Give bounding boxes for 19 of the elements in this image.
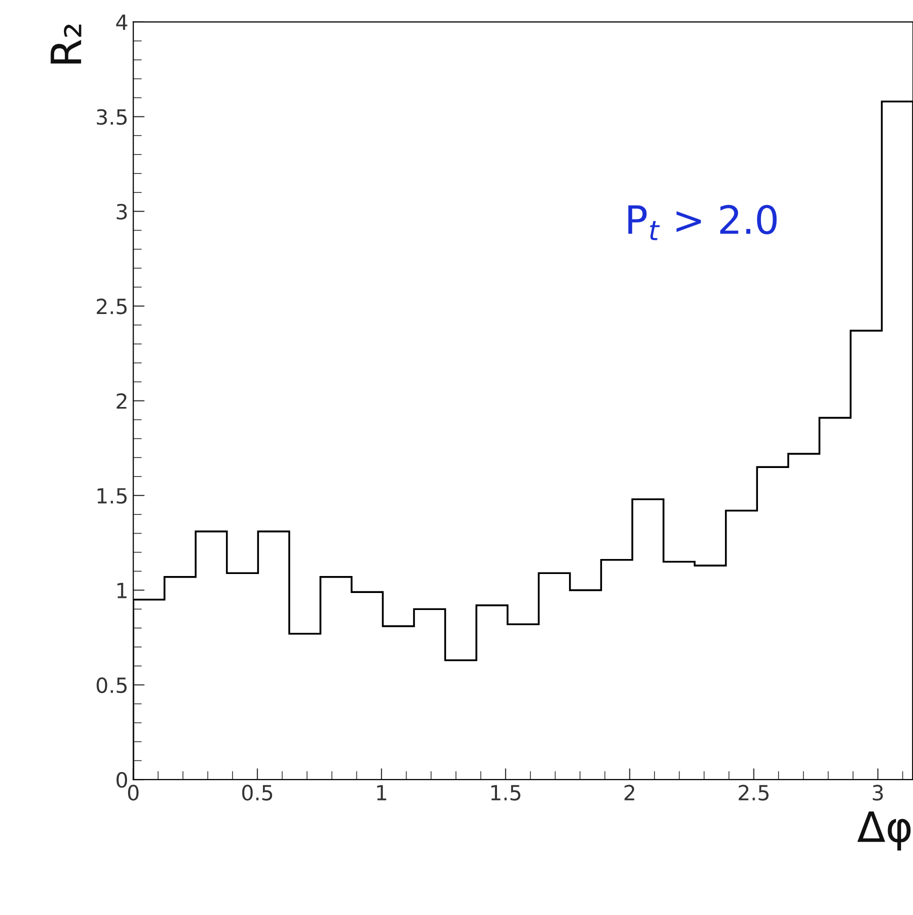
y-tick-label: 3.5 xyxy=(96,109,127,125)
x-tick-label: 2.5 xyxy=(738,784,769,801)
annotation: P$_{t}$ > 2.0 xyxy=(628,204,777,240)
y-tick-label: 0.5 xyxy=(96,677,127,694)
x-tick-label: 0 xyxy=(128,784,139,801)
y-tick-label: 1 xyxy=(117,582,127,598)
x-axis-title: Δφ xyxy=(857,811,911,850)
y-tick-label: 3 xyxy=(116,204,127,220)
x-tick-label: 1 xyxy=(377,785,386,800)
y-tick-label: 1.5 xyxy=(98,488,127,504)
y-axis-title: R₂ xyxy=(50,24,82,64)
y-tick-label: 2 xyxy=(116,393,126,409)
y-tick-label: 4 xyxy=(116,14,128,30)
x-tick-label: 0.5 xyxy=(242,784,272,801)
y-tick-label: 0 xyxy=(116,772,128,788)
x-tick-label: 2 xyxy=(624,784,634,800)
y-tick-label: 2.5 xyxy=(96,298,127,314)
x-tick-label: 1.5 xyxy=(491,785,520,801)
x-tick-label: 3 xyxy=(872,784,883,801)
